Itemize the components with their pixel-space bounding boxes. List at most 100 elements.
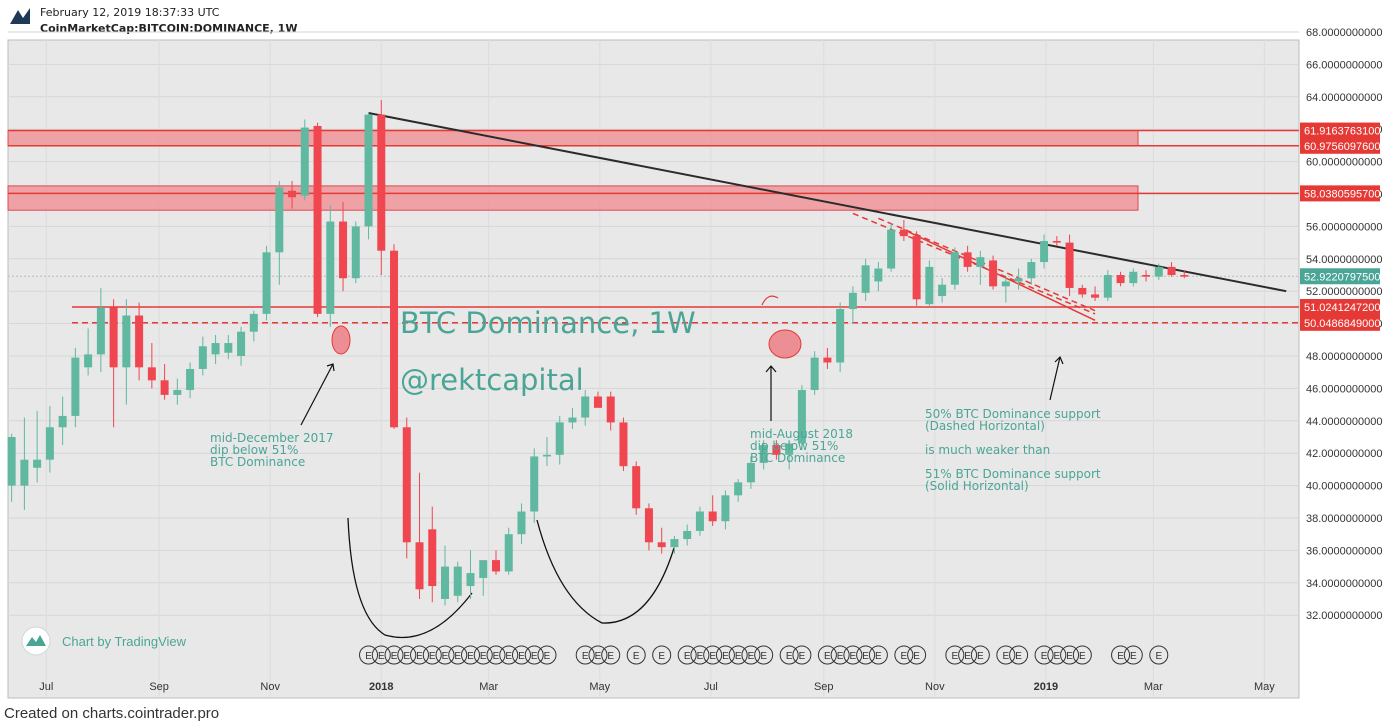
plot-area [7, 39, 1300, 699]
watermark-text: Chart by TradingView [62, 634, 187, 649]
price-tag-label: 50.0486849000 [1304, 318, 1380, 330]
candle-body [734, 482, 743, 496]
x-tick-label: Sep [149, 681, 169, 693]
event-marker-circle [359, 645, 379, 665]
candle-body [925, 266, 934, 305]
event-marker-label: E [582, 651, 589, 662]
event-marker-circle [601, 645, 621, 665]
event-marker-label: E [505, 651, 512, 662]
footer-credit: Created on charts.cointrader.pro [4, 705, 220, 722]
event-marker-label: E [684, 651, 691, 662]
event-marker-label: E [862, 651, 869, 662]
event-marker-label: E [964, 651, 971, 662]
price-tag [1300, 314, 1380, 331]
event-marker-label: E [378, 651, 385, 662]
event-marker-label: E [748, 651, 755, 662]
resistance-zone-middle [7, 185, 1139, 211]
event-marker-circle [588, 645, 608, 665]
candle-body [1052, 240, 1061, 243]
annotation-line: (Dashed Horizontal) [925, 419, 1045, 433]
candle-body [810, 357, 819, 391]
event-marker-circle [575, 645, 595, 665]
x-tick-label: 2018 [369, 681, 393, 693]
event-marker-circle [970, 645, 990, 665]
event-marker-circle [448, 645, 468, 665]
event-marker-circle [894, 645, 914, 665]
event-marker-circle [511, 645, 531, 665]
candle-body [1078, 287, 1087, 295]
event-marker-label: E [544, 651, 551, 662]
candle-body [173, 390, 182, 395]
event-marker-label: E [493, 651, 500, 662]
tradingview-watermark: Chart by TradingView [21, 626, 187, 656]
last-price-tag [1300, 268, 1380, 285]
candle-body [1091, 294, 1100, 298]
candle-body [721, 495, 730, 522]
candle-body [912, 236, 921, 300]
y-tick-label: 44.0000000000 [1306, 416, 1382, 428]
price-tags: 61.9163763100 60.9756097600 58.0380595700 5… [1300, 122, 1380, 331]
candle-body [746, 462, 755, 483]
event-marker-circle [996, 645, 1016, 665]
event-marker-label: E [1066, 651, 1073, 662]
candle-body [899, 229, 908, 237]
annotation-line: mid-August 2018 [750, 427, 853, 441]
event-marker-circle [524, 645, 544, 665]
event-marker-circle [856, 645, 876, 665]
event-marker-label: E [518, 651, 525, 662]
event-marker-circle [1149, 645, 1169, 665]
candle-body [861, 265, 870, 293]
event-marker-label: E [786, 651, 793, 662]
candle-body [976, 257, 985, 267]
candle-body [1167, 266, 1176, 275]
candle-body [300, 127, 309, 196]
candle-body [1154, 266, 1163, 277]
candle-body [1014, 278, 1023, 282]
annotation-line: 50% BTC Dominance support [925, 407, 1101, 421]
event-marker-label: E [697, 651, 704, 662]
dip-highlight-aug-2018 [768, 329, 802, 359]
candle-body [1103, 275, 1112, 298]
candle-body [1040, 240, 1049, 263]
event-marker-circle [907, 645, 927, 665]
candle-body [249, 313, 258, 332]
candle-body [441, 566, 450, 599]
event-marker-label: E [365, 651, 372, 662]
chart-canvas: 68.0000000000 66.0000000000 64.0000000000 6… [7, 27, 1382, 699]
candle-body [491, 560, 500, 572]
y-tick-label: 54.0000000000 [1306, 254, 1382, 266]
candle-body [211, 343, 220, 355]
candle-body [326, 221, 335, 314]
x-axis: Jul Sep Nov 2018 Mar May Jul Sep Nov 2019 Mar May [39, 681, 1275, 693]
candle-body [351, 226, 360, 279]
event-marker-circle [868, 645, 888, 665]
candle-body [135, 315, 144, 368]
price-tag [1300, 122, 1380, 139]
event-marker-label: E [480, 651, 487, 662]
price-tag [1300, 185, 1380, 202]
event-marker-circle [1034, 645, 1054, 665]
annotation-line: 51% BTC Dominance support [925, 467, 1101, 481]
candle-body [147, 367, 156, 381]
event-marker-circle [1111, 645, 1131, 665]
candle-body [313, 125, 322, 314]
event-marker-label: E [391, 651, 398, 662]
candle-body [797, 390, 806, 444]
candle-body [657, 542, 666, 548]
candle-body [160, 380, 169, 395]
event-marker-label: E [901, 651, 908, 662]
event-marker-label: E [1079, 651, 1086, 662]
event-marker-label: E [952, 651, 959, 662]
price-tag-label: 60.9756097600 [1304, 141, 1380, 153]
event-marker-circle [677, 645, 697, 665]
event-marker-label: E [442, 651, 449, 662]
annotation-line: mid-December 2017 [210, 431, 334, 445]
event-marker-label: E [913, 651, 920, 662]
event-marker-circle [817, 645, 837, 665]
event-marker-label: E [977, 651, 984, 662]
candle-body [606, 396, 615, 423]
event-marker-circle [397, 645, 417, 665]
event-marker-label: E [454, 651, 461, 662]
candle-body [275, 187, 284, 253]
